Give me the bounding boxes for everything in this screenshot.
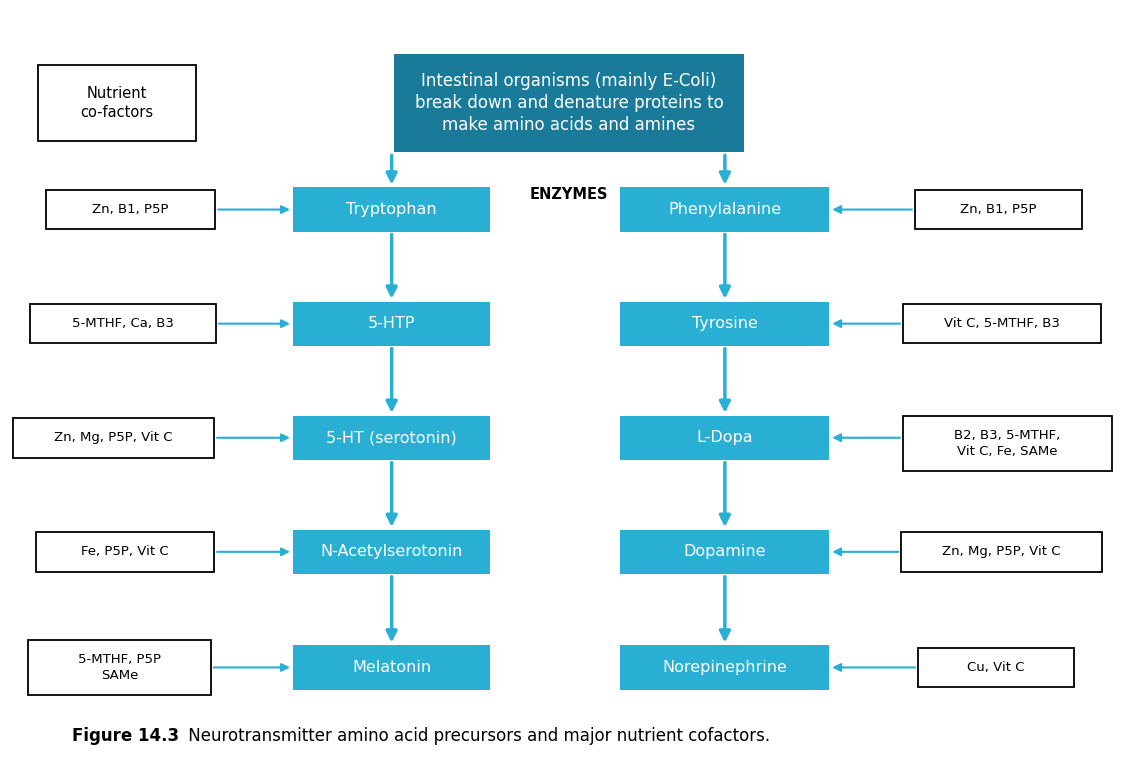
FancyBboxPatch shape	[902, 304, 1100, 344]
Text: Zn, B1, P5P: Zn, B1, P5P	[92, 203, 168, 216]
FancyBboxPatch shape	[902, 417, 1112, 471]
FancyBboxPatch shape	[35, 532, 214, 571]
Text: Norepinephrine: Norepinephrine	[662, 660, 787, 675]
FancyBboxPatch shape	[292, 188, 490, 231]
Text: L-Dopa: L-Dopa	[696, 430, 753, 445]
Text: Tryptophan: Tryptophan	[346, 202, 437, 217]
FancyBboxPatch shape	[292, 530, 490, 574]
Text: Figure 14.3: Figure 14.3	[72, 727, 179, 745]
Text: 5-MTHF, Ca, B3: 5-MTHF, Ca, B3	[72, 317, 174, 330]
Text: Phenylalanine: Phenylalanine	[668, 202, 782, 217]
FancyBboxPatch shape	[620, 188, 830, 231]
Text: Dopamine: Dopamine	[684, 544, 766, 559]
Text: 5-HT (serotonin): 5-HT (serotonin)	[327, 430, 457, 445]
FancyBboxPatch shape	[292, 301, 490, 346]
Text: Zn, Mg, P5P, Vit C: Zn, Mg, P5P, Vit C	[942, 545, 1061, 558]
FancyBboxPatch shape	[292, 416, 490, 460]
FancyBboxPatch shape	[620, 530, 830, 574]
Text: Intestinal organisms (mainly E-Coli)
break down and denature proteins to
make am: Intestinal organisms (mainly E-Coli) bre…	[414, 72, 724, 135]
Text: Fe, P5P, Vit C: Fe, P5P, Vit C	[81, 545, 168, 558]
Text: Zn, Mg, P5P, Vit C: Zn, Mg, P5P, Vit C	[55, 431, 173, 444]
FancyBboxPatch shape	[620, 645, 830, 690]
FancyBboxPatch shape	[394, 54, 744, 152]
Text: N-Acetylserotonin: N-Acetylserotonin	[321, 544, 463, 559]
FancyBboxPatch shape	[14, 418, 214, 458]
Text: 5-HTP: 5-HTP	[368, 316, 415, 331]
FancyBboxPatch shape	[915, 190, 1082, 229]
FancyBboxPatch shape	[28, 640, 211, 695]
FancyBboxPatch shape	[292, 645, 490, 690]
Text: Melatonin: Melatonin	[352, 660, 431, 675]
Text: B2, B3, 5-MTHF,
Vit C, Fe, SAMe: B2, B3, 5-MTHF, Vit C, Fe, SAMe	[954, 429, 1061, 458]
FancyBboxPatch shape	[620, 416, 830, 460]
Text: Zn, B1, P5P: Zn, B1, P5P	[960, 203, 1037, 216]
FancyBboxPatch shape	[46, 190, 215, 229]
FancyBboxPatch shape	[30, 304, 216, 344]
FancyBboxPatch shape	[918, 647, 1074, 687]
FancyBboxPatch shape	[38, 65, 196, 141]
Text: Neurotransmitter amino acid precursors and major nutrient cofactors.: Neurotransmitter amino acid precursors a…	[183, 727, 769, 745]
Text: Tyrosine: Tyrosine	[692, 316, 758, 331]
Text: ENZYMES: ENZYMES	[530, 187, 608, 201]
FancyBboxPatch shape	[901, 532, 1103, 571]
FancyBboxPatch shape	[620, 301, 830, 346]
Text: Cu, Vit C: Cu, Vit C	[967, 661, 1024, 674]
Text: 5-MTHF, P5P
SAMe: 5-MTHF, P5P SAMe	[77, 653, 160, 682]
Text: Vit C, 5-MTHF, B3: Vit C, 5-MTHF, B3	[943, 317, 1059, 330]
Text: Nutrient
co-factors: Nutrient co-factors	[81, 86, 154, 120]
